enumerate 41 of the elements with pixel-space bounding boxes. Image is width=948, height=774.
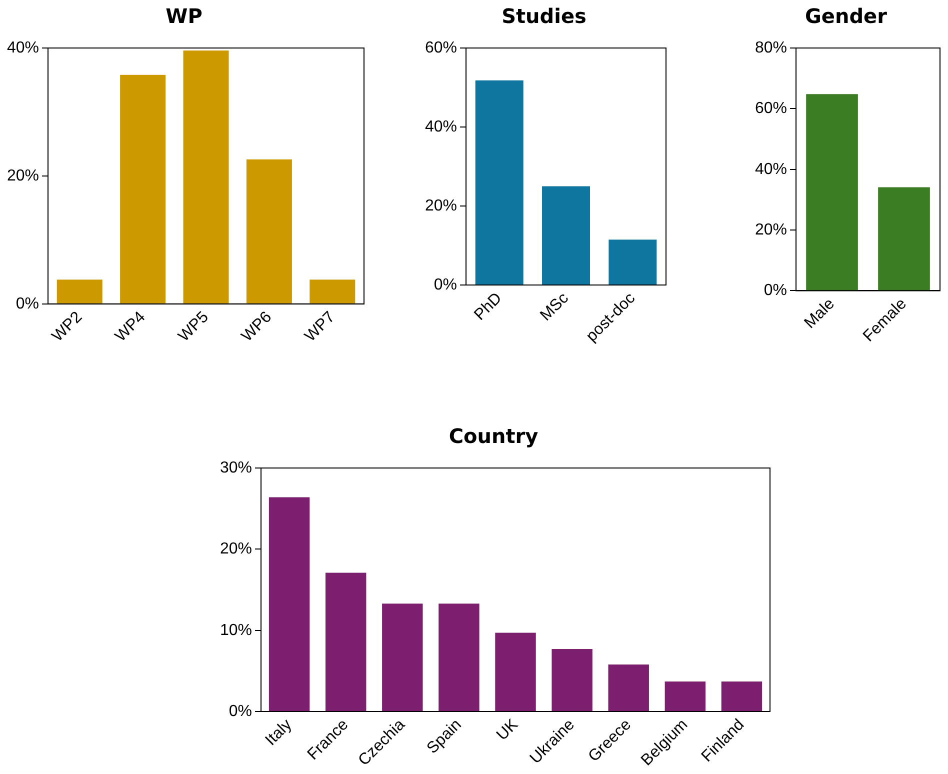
y-tick-label: 0% xyxy=(764,282,788,300)
y-tick-label: 20% xyxy=(754,221,788,238)
bar xyxy=(721,682,762,712)
chart-title: Studies xyxy=(502,4,586,28)
bar xyxy=(120,74,166,304)
y-tick-label: 0% xyxy=(16,295,40,312)
x-tick-label: Italy xyxy=(262,716,296,750)
y-tick-label: 80% xyxy=(754,39,788,56)
y-tick-label: 60% xyxy=(754,100,788,118)
bar xyxy=(310,280,356,304)
y-tick-label: 20% xyxy=(6,167,40,184)
bar xyxy=(475,80,524,285)
chart-title: Country xyxy=(448,424,538,448)
bar xyxy=(495,632,536,712)
bar xyxy=(183,50,229,304)
x-tick-label: PhD xyxy=(471,290,506,324)
y-tick-label: 10% xyxy=(220,622,252,639)
y-tick-label: 30% xyxy=(220,459,252,476)
bar xyxy=(552,649,592,712)
bar xyxy=(608,664,649,712)
chart-title: Gender xyxy=(805,4,888,28)
chart-title: WP xyxy=(166,4,202,28)
x-tick-label: UK xyxy=(494,716,522,744)
bar xyxy=(382,604,423,712)
bar xyxy=(438,604,480,712)
y-tick-label: 40% xyxy=(754,160,788,178)
bar xyxy=(542,186,590,285)
y-tick-label: 40% xyxy=(424,118,458,136)
y-tick-label: 20% xyxy=(424,197,458,214)
bar xyxy=(246,159,292,304)
bar xyxy=(56,280,102,304)
y-tick-label: 40% xyxy=(6,39,40,56)
bar xyxy=(268,497,310,712)
bar xyxy=(664,682,706,712)
bar xyxy=(325,572,366,712)
y-tick-label: 20% xyxy=(220,540,252,558)
bar xyxy=(608,240,657,285)
x-tick-label: MSc xyxy=(537,290,572,324)
y-tick-label: 0% xyxy=(228,702,252,720)
y-tick-label: 0% xyxy=(434,276,458,294)
y-tick-label: 60% xyxy=(424,39,458,56)
